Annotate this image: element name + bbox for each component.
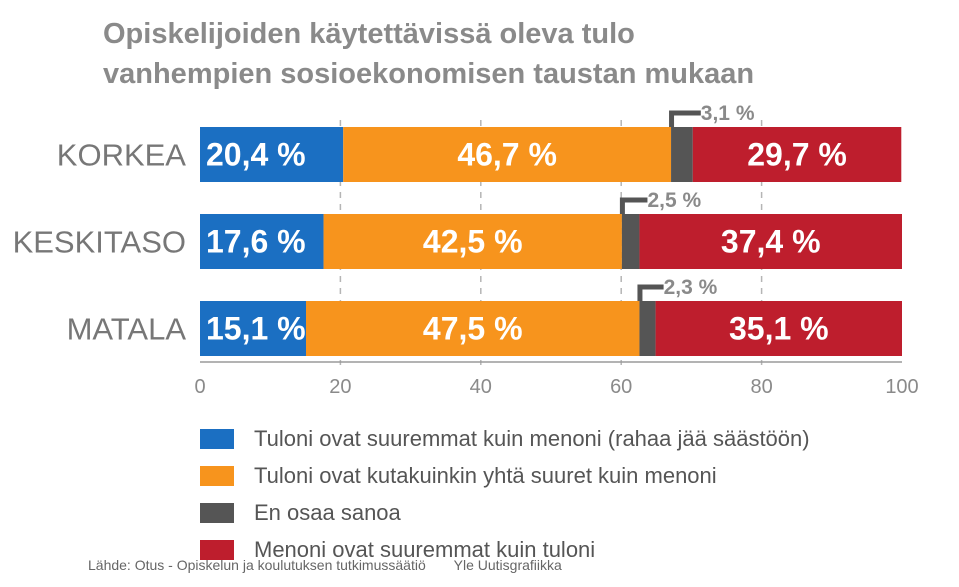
legend-label: Menoni ovat suuremmat kuin tuloni [254, 536, 596, 562]
bar-segment [343, 127, 672, 182]
legend-label: Tuloni ovat suuremmat kuin menoni (rahaa… [254, 425, 810, 451]
legend-swatch-blue [200, 428, 234, 449]
category-label: KORKEA [57, 138, 187, 173]
x-tick-label: 40 [470, 376, 492, 398]
legend-swatch-gray [200, 502, 234, 523]
source-note: Lähde: Otus - Opiskelun ja koulutuksen t… [88, 557, 426, 573]
data-label: 29,7 % [747, 137, 847, 173]
data-label: 2,5 % [647, 189, 701, 212]
x-tick-label: 100 [885, 376, 918, 398]
data-label: 2,3 % [664, 276, 718, 299]
bar-segment [692, 127, 902, 182]
bar-segment [621, 214, 640, 269]
category-label: KESKITASO [13, 225, 186, 260]
bar-segment [200, 214, 324, 269]
bar-segment [639, 214, 902, 269]
label-connector [637, 284, 664, 301]
label-connector [619, 197, 648, 214]
data-label: 17,6 % [206, 224, 306, 260]
legend-item-dont-know: En osaa sanoa [200, 494, 810, 531]
bar-segment [655, 301, 902, 356]
x-tick-label: 60 [610, 376, 632, 398]
legend-item-more-expenses: Menoni ovat suuremmat kuin tuloni [200, 531, 810, 568]
bar-segment [323, 214, 622, 269]
data-label: 46,7 % [457, 137, 557, 173]
bar-segment [200, 127, 344, 182]
x-tick-label: 0 [194, 376, 205, 398]
data-label: 3,1 % [701, 102, 755, 125]
x-tick-label: 80 [750, 376, 772, 398]
data-label: 42,5 % [423, 224, 523, 260]
credit-note: Yle Uutisgrafiikka [453, 557, 562, 573]
chart-footer: Lähde: Otus - Opiskelun ja koulutuksen t… [88, 557, 562, 573]
label-connector [669, 110, 701, 127]
data-label: 15,1 % [206, 311, 306, 347]
legend-label: En osaa sanoa [254, 499, 401, 525]
legend-item-more-income: Tuloni ovat suuremmat kuin menoni (rahaa… [200, 420, 810, 457]
legend-swatch-orange [200, 465, 234, 486]
chart-title-line-2: vanhempien sosioekonomisen taustan mukaa… [103, 58, 755, 90]
chart-title: Opiskelijoiden käytettävissä oleva tulo … [103, 14, 754, 94]
bar-segment [306, 301, 640, 356]
data-label: 20,4 % [206, 137, 306, 173]
legend-label: Tuloni ovat kutakuinkin yhtä suuret kuin… [254, 462, 717, 488]
chart-title-line-1: Opiskelijoiden käytettävissä oleva tulo [103, 18, 635, 50]
data-label: 47,5 % [423, 311, 523, 347]
category-label: MATALA [67, 312, 187, 347]
bar-segment [200, 301, 307, 356]
legend-item-equal: Tuloni ovat kutakuinkin yhtä suuret kuin… [200, 457, 810, 494]
data-label: 37,4 % [721, 224, 821, 260]
legend-swatch-red [200, 539, 234, 560]
x-tick-label: 20 [329, 376, 351, 398]
stacked-bar-chart: KORKEA 20,4 % 46,7 % 3,1 % 29,7 % KESKITASO 17… [13, 102, 919, 398]
bar-segment [671, 127, 693, 182]
bar-segment [639, 301, 656, 356]
data-label: 35,1 % [729, 311, 829, 347]
chart-legend: Tuloni ovat suuremmat kuin menoni (rahaa… [200, 420, 810, 568]
